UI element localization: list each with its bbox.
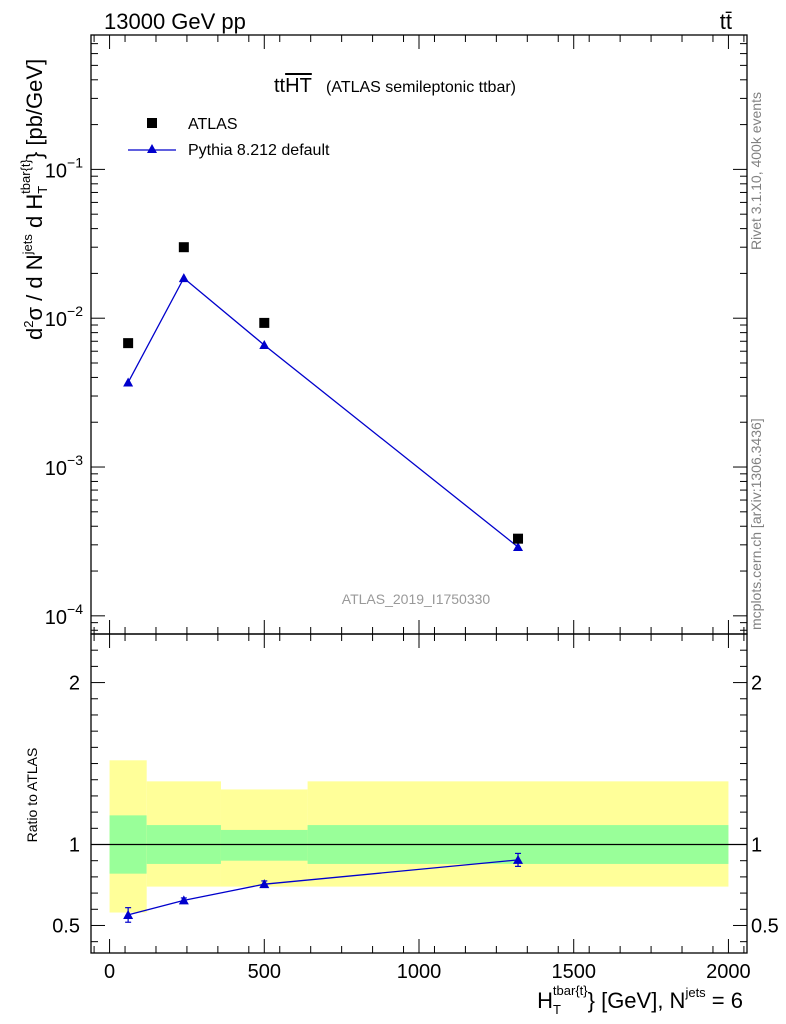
y-tick-label: 10−1 xyxy=(45,154,83,182)
x-label-eq: = 6 xyxy=(706,988,743,1013)
x-label-jets-sup: jets xyxy=(684,985,706,1000)
x-label-mid: } [GeV], N xyxy=(588,988,686,1013)
ratio-plot-axes: 0 500 1000 1500 2000 0.5 0.5 1 1 2 2 xyxy=(52,633,779,983)
legend-data-marker xyxy=(147,118,157,128)
atlas-point xyxy=(178,242,189,253)
plot-subtitle: (ATLAS semileptonic ttbar) xyxy=(326,79,516,96)
atlas-point xyxy=(513,533,524,544)
energy-label: 13000 GeV pp xyxy=(104,9,246,34)
ratio-mc-point xyxy=(178,895,189,905)
x-tick-label: 0 xyxy=(104,961,115,983)
ratio-plot-series xyxy=(123,852,524,923)
x-axis-label: HTtbar{t}} [GeV], Njets = 6 xyxy=(537,983,743,1017)
analysis-id: ATLAS_2019_I1750330 xyxy=(342,591,491,607)
plot-title-main: tt xyxy=(274,75,286,97)
ratio-mc-point xyxy=(123,909,134,919)
y-label-tbar-sup: tbar{t} xyxy=(18,158,33,193)
y-tick-label-base: 10 xyxy=(45,607,67,629)
x-label-t-sub: T xyxy=(553,1002,561,1017)
rivet-version-label: Rivet 3.1.10, 400k events xyxy=(748,92,764,250)
legend-mc-label: Pythia 8.212 default xyxy=(188,142,330,159)
y-label-jets-sup: jets xyxy=(20,234,35,256)
ratio-y-tick-label-right: 1 xyxy=(751,835,762,857)
ratio-mc-line xyxy=(127,859,519,916)
y-tick-label: 10−3 xyxy=(45,452,83,480)
y-label-unit: } [pb/GeV] xyxy=(22,59,47,159)
x-tick-label: 500 xyxy=(248,961,281,983)
ratio-y-tick-label-right: 2 xyxy=(751,673,762,695)
ratio-mc-point xyxy=(513,854,524,864)
mcplots-label: mcplots.cern.ch [arXiv:1306.3436] xyxy=(748,418,764,630)
mc-point xyxy=(178,273,189,283)
ratio-uncertainty-bands xyxy=(109,760,729,913)
ratio-mc-point xyxy=(259,879,270,889)
legend-data-label: ATLAS xyxy=(188,116,238,133)
mc-line xyxy=(127,277,519,548)
y-label-sigma: σ / d N xyxy=(22,254,47,320)
x-tick-label: 1500 xyxy=(551,961,596,983)
y-tick-label: 10−2 xyxy=(45,303,83,331)
ratio-y-tick-label: 1 xyxy=(69,835,80,857)
y-tick-label-exponent: −4 xyxy=(67,601,83,617)
mc-point xyxy=(123,377,134,387)
legend-mc-marker xyxy=(147,144,157,153)
y-tick-label-base: 10 xyxy=(45,458,67,480)
ratio-y-tick-label: 2 xyxy=(69,673,80,695)
y-tick-label-exponent: −2 xyxy=(67,303,83,319)
legend: ATLAS Pythia 8.212 default xyxy=(128,116,330,159)
y-tick-label-base: 10 xyxy=(45,309,67,331)
main-plot-series xyxy=(123,242,524,552)
ratio-y-tick-label-right: 0.5 xyxy=(751,915,779,937)
y-tick-label: 10−4 xyxy=(45,601,83,629)
y-tick-label-base: 10 xyxy=(45,160,67,182)
process-label: tt̄ xyxy=(720,9,732,34)
mc-point xyxy=(259,340,270,350)
x-label-h: H xyxy=(537,988,553,1013)
band-inner-bin xyxy=(220,829,308,861)
y-tick-label-exponent: −3 xyxy=(67,452,83,468)
y-label-d: d xyxy=(22,328,47,340)
plot-title-overline: HT xyxy=(285,75,312,97)
mc-point xyxy=(513,542,524,552)
atlas-point xyxy=(259,317,270,328)
y-label-dh: d H xyxy=(22,194,47,234)
x-tick-label: 1000 xyxy=(397,961,442,983)
y-tick-label-exponent: −1 xyxy=(67,154,83,170)
y-label-sup-2: 2 xyxy=(21,321,36,328)
y-label-t-sub: T xyxy=(35,186,50,194)
plot-title: ttHT xyxy=(274,75,312,97)
ratio-y-axis-label: Ratio to ATLAS xyxy=(24,748,40,843)
x-label-tbar-sup: tbar{t} xyxy=(553,983,588,998)
ratio-y-tick-label: 0.5 xyxy=(52,915,80,937)
y-axis-label: d2σ / d Njets d HTtbar{t}} [pb/GeV] xyxy=(18,59,50,340)
atlas-point xyxy=(123,338,134,349)
x-tick-label: 2000 xyxy=(706,961,751,983)
